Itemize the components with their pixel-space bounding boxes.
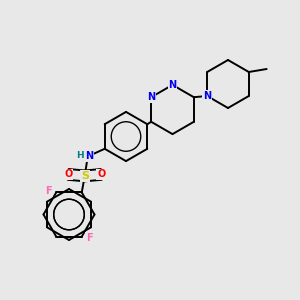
Text: S: S bbox=[81, 171, 89, 181]
Text: O: O bbox=[97, 169, 105, 179]
Text: N: N bbox=[168, 80, 177, 90]
Text: N: N bbox=[85, 151, 93, 161]
Text: F: F bbox=[86, 233, 93, 243]
Text: N: N bbox=[147, 92, 155, 102]
Text: F: F bbox=[45, 186, 52, 196]
Text: O: O bbox=[64, 169, 72, 179]
Text: H: H bbox=[76, 151, 83, 160]
Text: N: N bbox=[203, 91, 211, 101]
